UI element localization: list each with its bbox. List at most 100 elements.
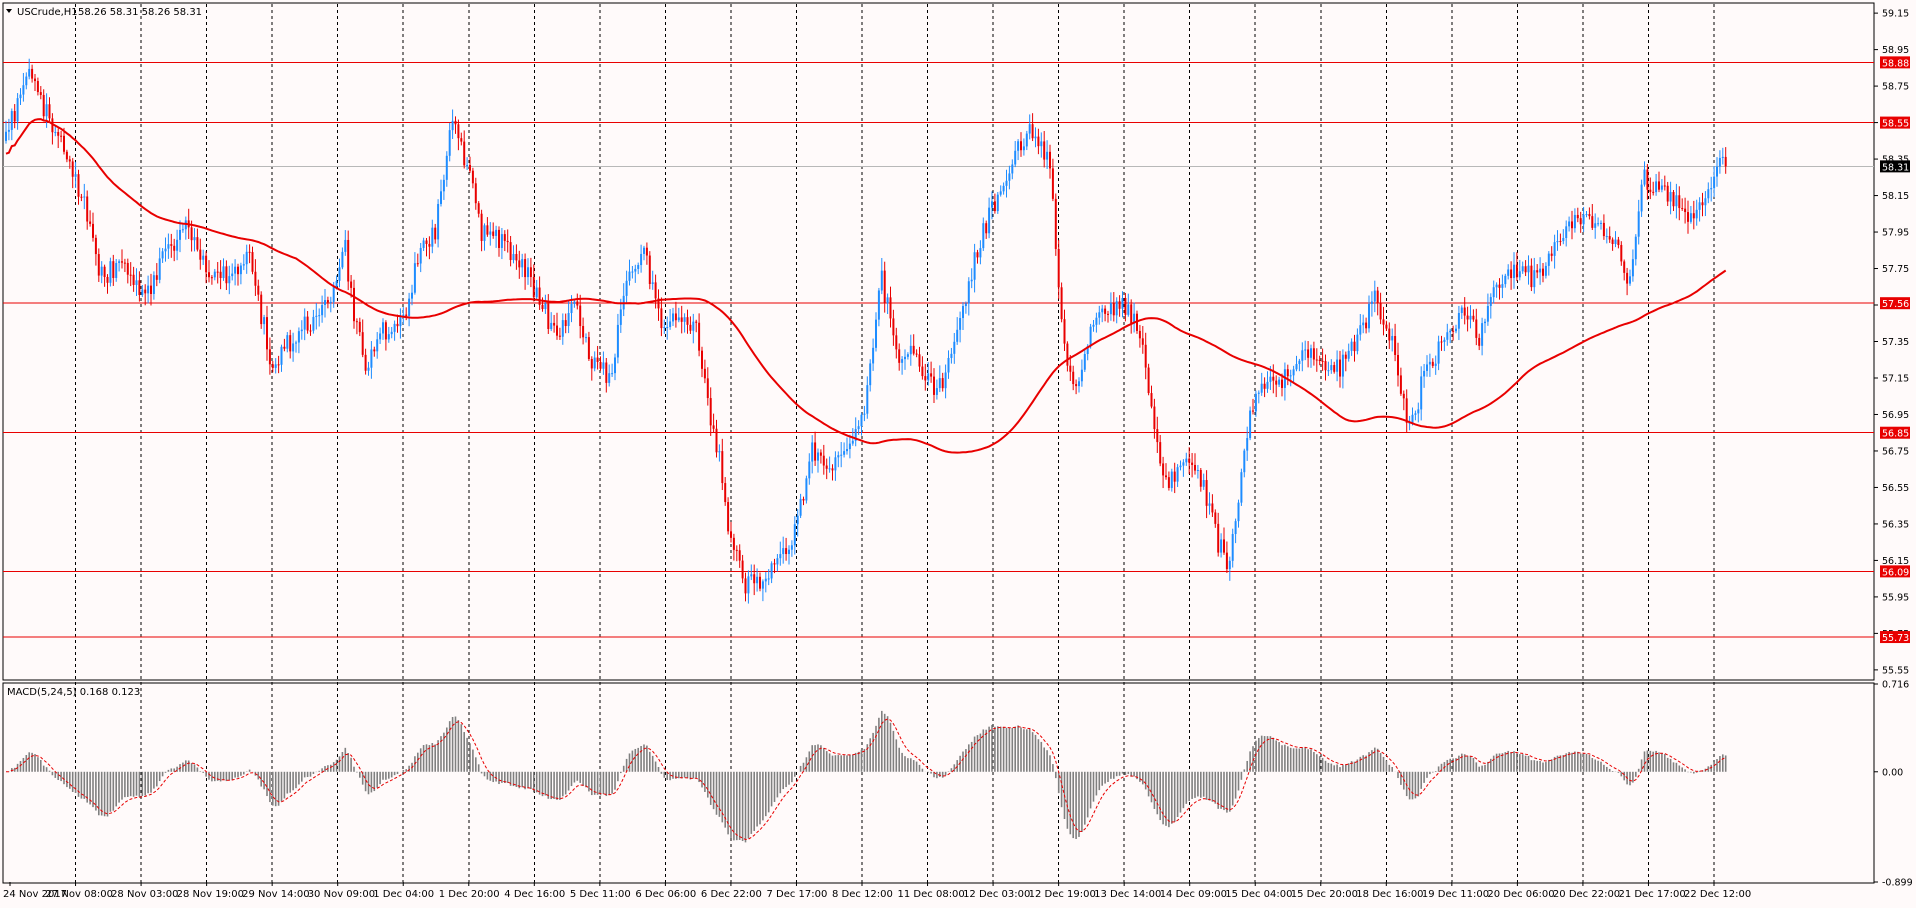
candle-body xyxy=(822,455,825,466)
candle-body xyxy=(1588,214,1591,217)
candle-body xyxy=(1556,241,1559,243)
candle-body xyxy=(118,261,121,263)
candle-body xyxy=(167,244,170,249)
candle-body xyxy=(480,213,483,241)
candle-body xyxy=(31,68,34,79)
level-tag-label: 56.09 xyxy=(1882,567,1909,578)
candle-body xyxy=(698,322,701,351)
level-price-tags: 58.88 58.55 57.56 56.85 56.09 55.73 58.31 xyxy=(1880,56,1910,644)
candle-body xyxy=(109,261,112,283)
candle-body xyxy=(1275,380,1278,385)
candle-body xyxy=(1020,141,1022,151)
candle-body xyxy=(1060,287,1063,320)
candle-body xyxy=(889,297,892,319)
candle-body xyxy=(793,524,796,546)
candle-body xyxy=(680,317,683,322)
candle-body xyxy=(686,317,689,325)
candle-body xyxy=(669,321,672,328)
candle-body xyxy=(1185,458,1188,463)
candle-body xyxy=(1312,348,1315,360)
candle-body xyxy=(851,440,854,444)
candle-body xyxy=(991,201,993,208)
candle-body xyxy=(547,303,550,330)
candle-body xyxy=(1394,336,1397,355)
candle-body xyxy=(489,231,492,235)
candle-body xyxy=(1225,552,1228,570)
candle-body xyxy=(938,378,941,389)
candle-body xyxy=(1301,350,1304,361)
candle-body xyxy=(94,237,97,255)
candle-body xyxy=(909,345,912,355)
candle-body xyxy=(1289,375,1292,377)
candle-body xyxy=(819,452,822,456)
candle-body xyxy=(123,262,126,264)
candle-body xyxy=(326,300,329,303)
candle-body xyxy=(970,279,973,282)
candle-body xyxy=(759,576,761,589)
candle-body xyxy=(1417,409,1420,414)
candle-body xyxy=(65,151,68,160)
candle-body xyxy=(1672,192,1675,207)
candle-body xyxy=(213,271,216,278)
candle-body xyxy=(1205,480,1208,506)
time-tick-label: 22 Dec 12:00 xyxy=(1684,889,1751,900)
candle-body xyxy=(1446,332,1449,340)
candle-body xyxy=(231,273,234,277)
candle-body xyxy=(248,251,251,253)
candle-body xyxy=(947,357,950,373)
candle-body xyxy=(112,261,115,278)
candle-body xyxy=(1388,328,1391,341)
candle-body xyxy=(906,354,909,357)
candle-body xyxy=(828,468,831,470)
candle-body xyxy=(1701,202,1704,206)
candle-body xyxy=(544,303,547,310)
candle-body xyxy=(674,313,677,321)
candle-body xyxy=(1118,301,1121,309)
candle-body xyxy=(875,319,877,348)
menu-triangle-icon[interactable] xyxy=(6,9,12,13)
level-tag xyxy=(1880,426,1910,439)
candle-body xyxy=(715,428,718,453)
time-tick-label: 1 Dec 04:00 xyxy=(373,889,434,900)
candle-body xyxy=(1217,523,1220,553)
candle-body xyxy=(796,515,799,525)
candle-body xyxy=(962,306,964,319)
candle-body xyxy=(86,196,89,222)
candle-body xyxy=(1240,472,1243,503)
candle-body xyxy=(263,317,266,325)
candle-body xyxy=(411,292,413,299)
candle-body xyxy=(535,287,538,298)
candle-body xyxy=(1194,464,1196,471)
candle-body xyxy=(877,290,880,320)
candle-body xyxy=(474,183,477,204)
candle-body xyxy=(1455,328,1457,332)
candle-body xyxy=(152,275,155,295)
candle-body xyxy=(782,548,785,555)
time-tick-label: 8 Dec 12:00 xyxy=(832,889,893,900)
candle-body xyxy=(1530,265,1533,288)
candle-body xyxy=(1527,265,1530,273)
candle-body xyxy=(593,357,596,369)
candle-body xyxy=(805,478,808,501)
candle-body xyxy=(953,341,956,354)
symbol-label: USCrude,H1 xyxy=(17,7,78,18)
candle-body xyxy=(332,286,335,302)
candle-body xyxy=(576,301,579,306)
candle-body xyxy=(1040,141,1043,147)
candle-body xyxy=(199,249,202,260)
candle-body xyxy=(92,223,94,238)
candle-body xyxy=(1336,359,1339,372)
candle-body xyxy=(1266,381,1269,389)
candle-body xyxy=(692,321,695,331)
candle-body xyxy=(51,118,54,133)
candle-body xyxy=(347,239,350,282)
level-tag-label: 56.85 xyxy=(1882,429,1909,440)
time-tick-label: 7 Dec 17:00 xyxy=(766,889,827,900)
candle-body xyxy=(527,267,529,278)
candle-body xyxy=(802,498,805,501)
candle-body xyxy=(1133,313,1136,324)
candle-body xyxy=(509,242,512,261)
